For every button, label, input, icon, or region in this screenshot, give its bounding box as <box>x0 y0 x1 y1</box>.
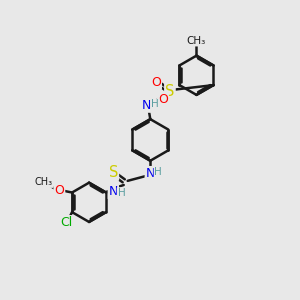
Text: N: N <box>142 99 152 112</box>
Text: CH₃: CH₃ <box>187 36 206 46</box>
Text: Cl: Cl <box>60 216 72 229</box>
Text: H: H <box>118 188 125 198</box>
Text: H: H <box>151 99 159 109</box>
Text: H: H <box>154 167 162 177</box>
Text: O: O <box>158 93 168 106</box>
Text: O: O <box>54 184 64 197</box>
Text: O: O <box>151 76 161 89</box>
Text: N: N <box>146 167 155 180</box>
Text: S: S <box>165 84 175 99</box>
Text: N: N <box>109 185 118 198</box>
Text: CH₃: CH₃ <box>34 177 53 187</box>
Text: S: S <box>109 165 118 180</box>
